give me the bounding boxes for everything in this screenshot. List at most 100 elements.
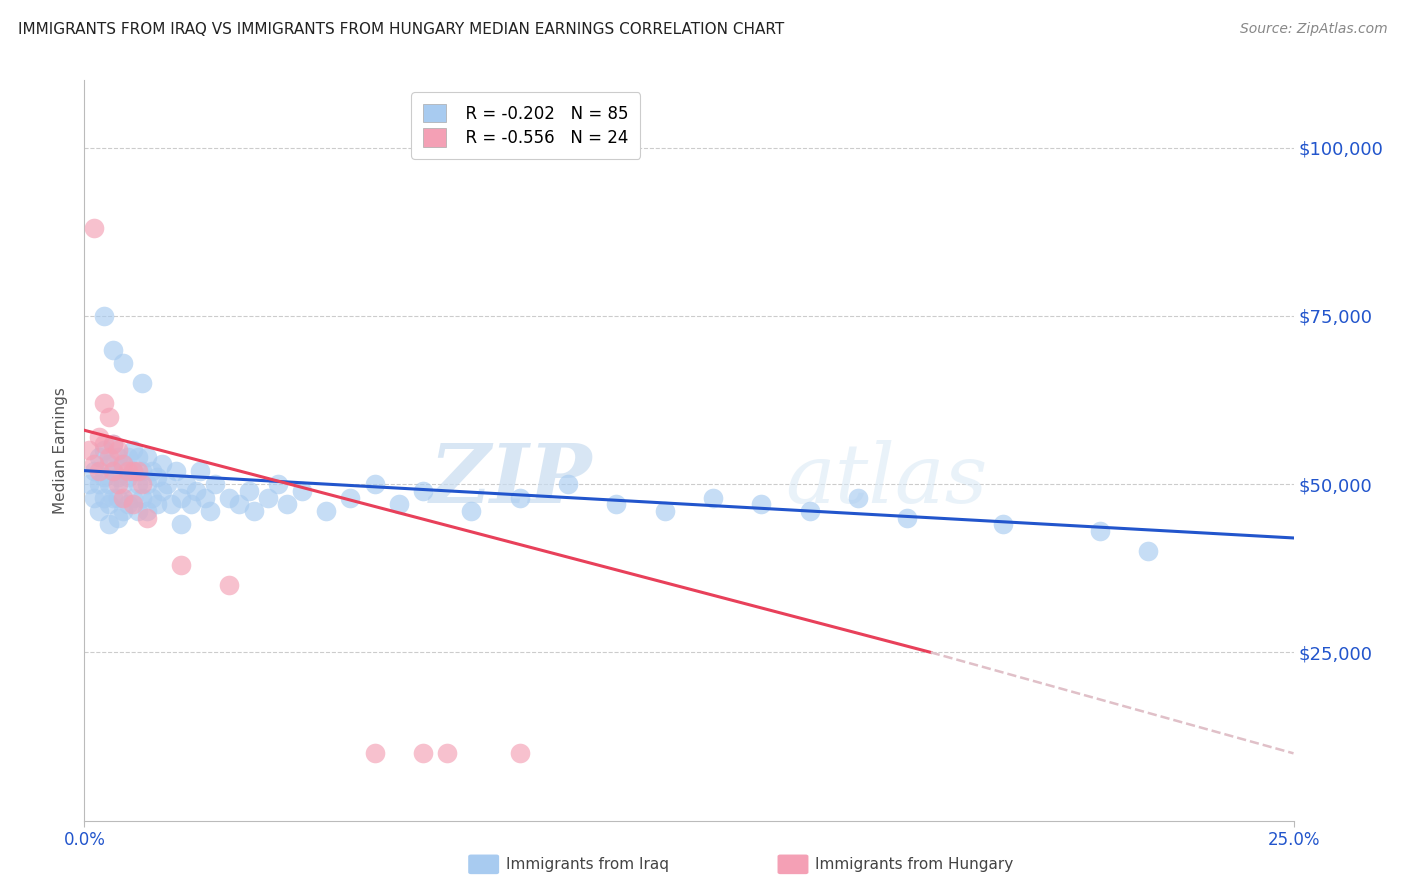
Text: ZIP: ZIP (430, 440, 592, 520)
Point (291, 483, 314, 498)
Point (93, 470, 115, 484)
Point (117, 464, 139, 478)
Point (702, 491, 724, 505)
Point (388, 497, 411, 511)
Point (121, 443, 143, 458)
Point (93, 436, 115, 450)
Point (174, 477, 197, 491)
Point (509, 747, 531, 761)
Point (107, 443, 129, 458)
Point (228, 497, 250, 511)
Text: atlas: atlas (786, 440, 988, 520)
Point (121, 464, 143, 478)
Point (165, 464, 187, 478)
Point (180, 497, 202, 511)
Point (131, 477, 153, 491)
Point (1088, 524, 1111, 539)
Point (83, 221, 105, 235)
Point (460, 504, 482, 518)
Text: Immigrants from Hungary: Immigrants from Hungary (815, 857, 1014, 871)
Point (97, 517, 120, 532)
Point (97, 450, 120, 465)
Text: Immigrants from Iraq: Immigrants from Iraq (506, 857, 669, 871)
Point (127, 477, 149, 491)
Point (131, 376, 153, 391)
Point (103, 491, 125, 505)
Point (412, 747, 434, 761)
Point (993, 517, 1015, 532)
Point (103, 436, 125, 450)
Point (242, 504, 264, 518)
Text: Source: ZipAtlas.com: Source: ZipAtlas.com (1240, 22, 1388, 37)
Point (87, 477, 110, 491)
Point (121, 497, 143, 511)
Point (112, 491, 135, 505)
Point (112, 457, 135, 471)
Point (117, 470, 139, 484)
Point (896, 510, 918, 524)
Point (77, 443, 100, 458)
Point (238, 483, 260, 498)
Point (136, 450, 159, 465)
Point (170, 491, 193, 505)
Point (121, 464, 143, 478)
Point (107, 450, 129, 465)
Point (339, 491, 361, 505)
Point (170, 558, 193, 572)
Point (103, 464, 125, 478)
Point (107, 470, 129, 484)
Point (436, 747, 458, 761)
Point (198, 504, 221, 518)
Point (112, 504, 135, 518)
Point (509, 491, 531, 505)
Point (136, 477, 159, 491)
Point (150, 457, 173, 471)
Point (799, 504, 821, 518)
Point (107, 477, 129, 491)
Point (315, 504, 337, 518)
Point (605, 497, 627, 511)
Point (93, 491, 115, 505)
Point (127, 450, 149, 465)
Point (112, 356, 135, 370)
Point (103, 343, 125, 357)
Point (141, 464, 163, 478)
Point (1137, 544, 1160, 558)
Point (204, 477, 226, 491)
Point (412, 483, 434, 498)
Point (267, 477, 290, 491)
Point (131, 464, 153, 478)
Point (127, 464, 149, 478)
Point (112, 477, 135, 491)
Point (117, 497, 139, 511)
Point (97, 409, 120, 424)
Point (218, 578, 240, 592)
Point (87, 450, 110, 465)
Point (103, 436, 125, 450)
Point (184, 483, 207, 498)
Point (93, 309, 115, 323)
Text: IMMIGRANTS FROM IRAQ VS IMMIGRANTS FROM HUNGARY MEDIAN EARNINGS CORRELATION CHAR: IMMIGRANTS FROM IRAQ VS IMMIGRANTS FROM … (18, 22, 785, 37)
Point (557, 477, 579, 491)
Point (363, 747, 385, 761)
Point (170, 517, 193, 532)
Point (107, 510, 129, 524)
Point (83, 464, 105, 478)
Point (155, 477, 177, 491)
Point (190, 464, 212, 478)
Point (83, 457, 105, 471)
Point (194, 491, 217, 505)
Point (103, 464, 125, 478)
Point (218, 491, 240, 505)
Point (117, 450, 139, 465)
Point (141, 491, 163, 505)
Point (121, 491, 143, 505)
Point (136, 510, 159, 524)
Point (363, 477, 385, 491)
Point (131, 491, 153, 505)
Point (97, 497, 120, 511)
Legend:   R = -0.202   N = 85,   R = -0.556   N = 24: R = -0.202 N = 85, R = -0.556 N = 24 (412, 92, 640, 159)
Point (93, 443, 115, 458)
Point (97, 477, 120, 491)
Point (146, 470, 169, 484)
